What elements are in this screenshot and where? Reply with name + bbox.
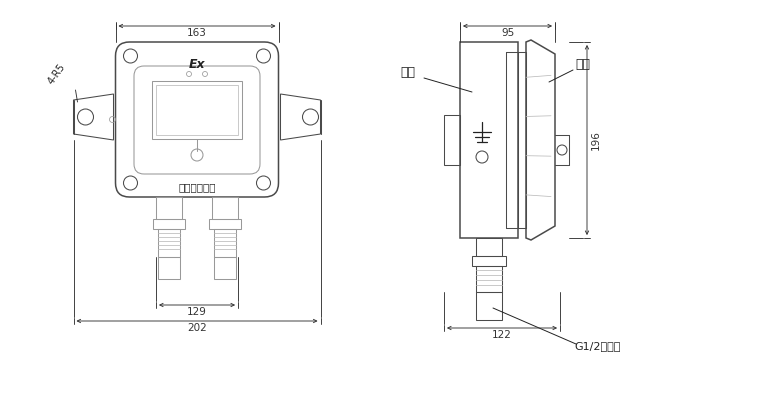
Bar [476,238,502,256]
Bar [212,197,238,219]
Bar [472,256,506,266]
Text: G1/2内螺纹: G1/2内螺纹 [575,341,621,351]
Bar [209,219,241,229]
Text: 163: 163 [187,28,207,38]
Bar [158,257,180,279]
Bar [153,219,185,229]
Bar [518,52,526,228]
Bar [156,197,182,219]
Bar [444,115,460,165]
Text: Ex: Ex [189,58,206,71]
Bar [156,85,238,135]
Bar [152,81,242,139]
Bar [476,292,502,320]
Bar [158,229,180,257]
Text: 4-R5: 4-R5 [46,61,68,86]
Text: 95: 95 [500,28,514,38]
Bar [460,42,518,238]
Text: 上盖: 上盖 [575,58,591,71]
Bar [214,229,236,257]
Text: 129: 129 [187,307,207,317]
Bar [476,266,502,292]
Text: 202: 202 [187,323,207,333]
Text: 严禁带电开盖: 严禁带电开盖 [178,182,216,192]
Text: 122: 122 [492,330,512,340]
Text: 底壳: 底壳 [400,66,416,79]
Text: 196: 196 [591,130,601,150]
Bar [214,257,236,279]
